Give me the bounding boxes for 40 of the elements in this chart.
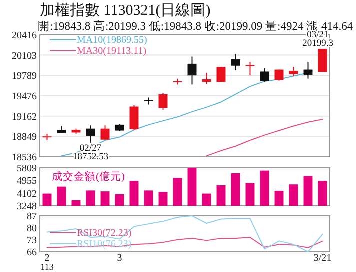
candlestick (260, 68, 270, 83)
candlestick (130, 104, 139, 131)
y-tick-label: 4955 (17, 176, 37, 188)
legend-label: MA10(19869.55) (77, 35, 148, 46)
candlestick (158, 92, 168, 111)
y-tick-label: 20103 (12, 50, 37, 62)
chart-title: 加權指數 1130321(日線圖) (40, 2, 211, 19)
y-tick-label: 5809 (17, 164, 37, 174)
y-tick-label: 87 (27, 212, 37, 222)
candlestick (318, 48, 328, 73)
x-tick-label: 3 (117, 253, 122, 264)
candlestick (86, 125, 96, 144)
y-tick-label: 19162 (12, 112, 37, 123)
candlestick (202, 72, 212, 85)
x-tick-label: 2 (44, 253, 50, 264)
y-tick-label: 20416 (12, 30, 37, 42)
text: 113 (40, 262, 54, 272)
candlestick (289, 66, 298, 77)
candlestick (246, 61, 255, 76)
candlestick (100, 125, 110, 140)
line-series (46, 216, 324, 252)
y-tick-label: 18849 (12, 132, 37, 144)
y-tick-label: 19476 (12, 92, 37, 102)
legend-label: MA30(19113.11) (77, 46, 147, 57)
line-series (206, 119, 324, 157)
y-tick-label: 3248 (17, 202, 37, 212)
candlestick (216, 66, 226, 83)
candlestick (188, 56, 197, 86)
y-tick-label: 4102 (17, 188, 37, 200)
candlestick (144, 97, 154, 106)
y-tick-label: 73 (27, 236, 37, 246)
candlestick (304, 61, 313, 80)
y-tick-label: 19789 (12, 71, 37, 82)
candlestick (231, 54, 240, 71)
y-tick-label: 18536 (12, 152, 37, 164)
annotation: 03/21 20199.3 (302, 30, 334, 50)
x-tick-label: 3/21 (314, 253, 332, 264)
y-tick-label: 66 (27, 248, 37, 258)
y-tick-label: 80 (27, 224, 37, 234)
chart-title: 成交金額(億元) (52, 170, 126, 183)
